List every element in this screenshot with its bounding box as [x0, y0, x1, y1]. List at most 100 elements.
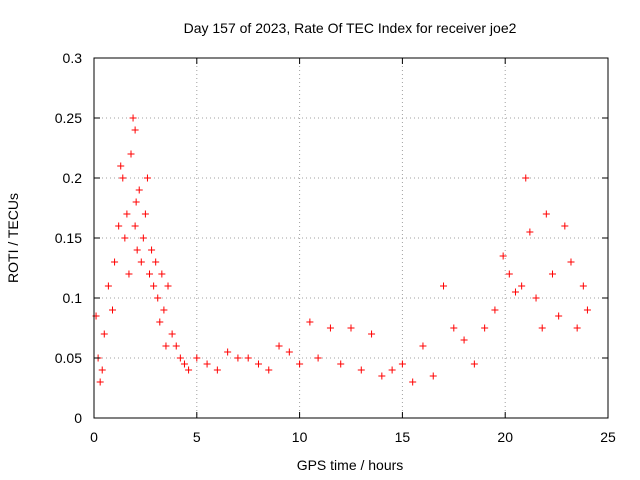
- data-point: [450, 324, 458, 332]
- data-point: [511, 288, 519, 296]
- data-point: [150, 282, 158, 290]
- data-point: [254, 360, 262, 368]
- data-point: [96, 378, 104, 386]
- y-tick-label: 0.25: [55, 110, 82, 126]
- data-point: [440, 282, 448, 290]
- data-point: [176, 354, 184, 362]
- data-point: [224, 348, 232, 356]
- data-point: [154, 294, 162, 302]
- x-tick-label: 20: [497, 429, 513, 445]
- data-point: [129, 114, 137, 122]
- data-point: [158, 270, 166, 278]
- data-point: [505, 270, 513, 278]
- data-point: [104, 282, 112, 290]
- data-point: [522, 174, 530, 182]
- data-point: [398, 360, 406, 368]
- data-point: [538, 324, 546, 332]
- y-tick-label: 0.2: [63, 170, 83, 186]
- y-tick-label: 0.15: [55, 230, 82, 246]
- data-point: [419, 342, 427, 350]
- data-point: [123, 210, 131, 218]
- data-point: [164, 282, 172, 290]
- data-point: [555, 312, 563, 320]
- data-point: [518, 282, 526, 290]
- x-tick-label: 15: [395, 429, 411, 445]
- data-point: [137, 258, 145, 266]
- data-point: [579, 282, 587, 290]
- data-point: [135, 186, 143, 194]
- data-point: [347, 324, 355, 332]
- data-point: [368, 330, 376, 338]
- data-points: [92, 114, 591, 386]
- data-point: [193, 354, 201, 362]
- data-point: [583, 306, 591, 314]
- data-point: [285, 348, 293, 356]
- data-point: [115, 222, 123, 230]
- data-point: [542, 210, 550, 218]
- data-point: [146, 270, 154, 278]
- data-point: [491, 306, 499, 314]
- data-point: [100, 330, 108, 338]
- data-point: [357, 366, 365, 374]
- data-point: [125, 270, 133, 278]
- data-point: [132, 198, 140, 206]
- data-point: [265, 366, 273, 374]
- data-point: [119, 174, 127, 182]
- x-tick-label: 25: [600, 429, 616, 445]
- data-point: [121, 234, 129, 242]
- data-point: [203, 360, 211, 368]
- data-point: [172, 342, 180, 350]
- x-tick-label: 5: [193, 429, 201, 445]
- data-point: [141, 210, 149, 218]
- x-tick-label: 10: [292, 429, 308, 445]
- x-tick-label: 0: [90, 429, 98, 445]
- data-point: [152, 258, 160, 266]
- data-point: [296, 360, 304, 368]
- data-point: [314, 354, 322, 362]
- data-point: [98, 366, 106, 374]
- data-point: [213, 366, 221, 374]
- data-point: [548, 270, 556, 278]
- data-point: [499, 252, 507, 260]
- data-point: [567, 258, 575, 266]
- data-point: [109, 306, 117, 314]
- data-point: [148, 246, 156, 254]
- data-point: [526, 228, 534, 236]
- data-point: [409, 378, 417, 386]
- data-point: [168, 330, 176, 338]
- y-tick-label: 0.1: [63, 290, 83, 306]
- data-point: [326, 324, 334, 332]
- data-point: [143, 174, 151, 182]
- data-point: [337, 360, 345, 368]
- data-point: [429, 372, 437, 380]
- x-axis-label: GPS time / hours: [297, 457, 404, 473]
- data-point: [234, 354, 242, 362]
- data-point: [532, 294, 540, 302]
- data-point: [131, 222, 139, 230]
- data-point: [127, 150, 135, 158]
- data-point: [561, 222, 569, 230]
- data-point: [573, 324, 581, 332]
- data-point: [378, 372, 386, 380]
- data-point: [306, 318, 314, 326]
- axis-ticks: 0 5 10 15 20 25 0 0.05 0.1 0.15 0.2 0.25 0.3: [55, 50, 616, 445]
- data-point: [111, 258, 119, 266]
- data-point: [180, 360, 188, 368]
- data-point: [244, 354, 252, 362]
- data-point: [470, 360, 478, 368]
- data-point: [156, 318, 164, 326]
- y-tick-label: 0.3: [63, 50, 83, 66]
- data-point: [388, 366, 396, 374]
- data-point: [139, 234, 147, 242]
- data-point: [460, 336, 468, 344]
- data-point: [481, 324, 489, 332]
- chart-title: Day 157 of 2023, Rate Of TEC Index for r…: [184, 20, 517, 36]
- y-tick-label: 0: [74, 410, 82, 426]
- data-point: [131, 126, 139, 134]
- y-tick-label: 0.05: [55, 350, 82, 366]
- data-point: [160, 306, 168, 314]
- data-point: [185, 366, 193, 374]
- data-point: [162, 342, 170, 350]
